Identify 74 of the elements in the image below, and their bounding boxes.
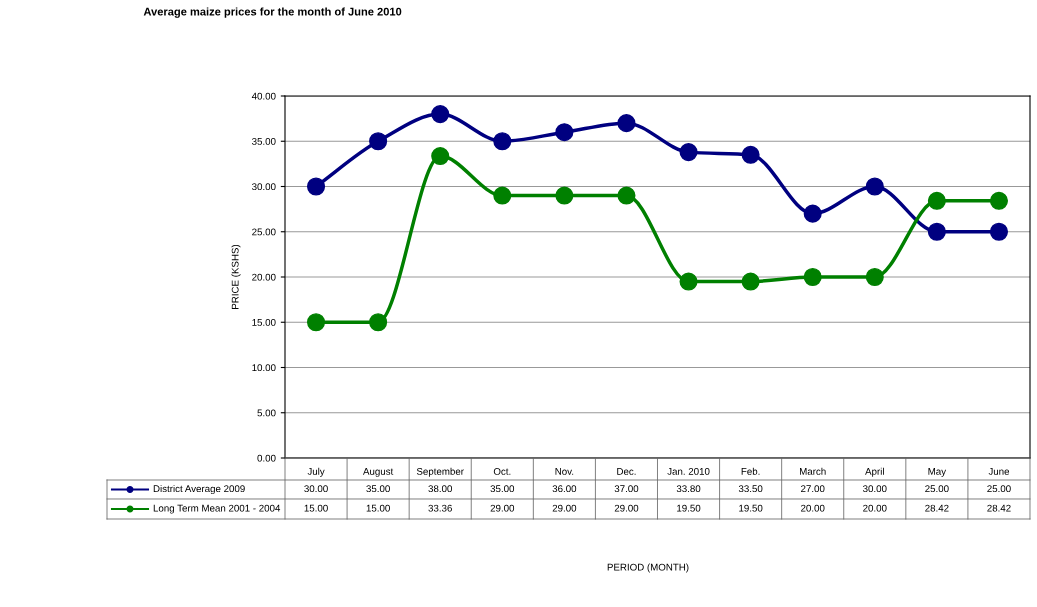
data-label: 30.00: [304, 485, 328, 493]
y-tick-label: 20.00: [252, 273, 276, 281]
point: [555, 123, 574, 142]
y-tick-label: 5.00: [257, 409, 276, 417]
data-label: 19.50: [739, 504, 763, 512]
point: [431, 105, 450, 124]
point: [555, 186, 574, 205]
point: [741, 272, 760, 291]
y-axis-title: PRICE (KSHS): [231, 244, 241, 309]
legend-label: District Average 2009: [153, 484, 245, 495]
point: [369, 313, 388, 332]
x-tick-label: July: [307, 467, 325, 477]
point: [803, 204, 822, 223]
y-tick-label: 30.00: [252, 183, 276, 191]
data-label: 19.50: [677, 504, 701, 512]
data-label: 33.80: [676, 485, 701, 493]
x-tick-label: March: [800, 467, 826, 475]
data-label: 20.00: [801, 504, 825, 512]
y-tick-label: 35.00: [252, 137, 276, 145]
data-label: 37.00: [614, 485, 639, 493]
data-label: 25.00: [925, 485, 949, 493]
data-label: 25.00: [987, 485, 1011, 493]
data-label: 29.00: [552, 504, 577, 512]
point: [741, 145, 760, 164]
x-tick-label: Oct.: [493, 467, 511, 475]
data-label: 28.42: [987, 504, 1011, 512]
y-tick-label: 10.00: [252, 364, 276, 372]
data-label: 36.00: [552, 485, 577, 493]
point: [989, 191, 1008, 210]
x-tick-label: Nov.: [555, 468, 574, 475]
data-label: 15.00: [366, 504, 390, 512]
point: [803, 267, 822, 287]
point: [927, 222, 946, 241]
point: [307, 313, 326, 332]
text: PERIOD (MONTH): [607, 563, 689, 573]
data-label: 30.00: [863, 485, 887, 493]
x-tick-label: August: [363, 468, 394, 477]
point: [493, 132, 512, 151]
x-tick-label: April: [865, 467, 884, 477]
x-tick-label: September: [416, 467, 464, 477]
point: [679, 143, 698, 162]
point: [865, 177, 884, 196]
point: [617, 114, 636, 133]
data-label: 27.00: [801, 485, 825, 493]
point: [989, 222, 1008, 241]
point: [369, 132, 388, 151]
data-label: 20.00: [863, 504, 887, 512]
data-label: 35.00: [366, 485, 390, 493]
point: [927, 191, 946, 210]
point: [865, 267, 884, 287]
x-tick-label: Jan. 2010: [667, 467, 710, 475]
data-label: 33.36: [428, 504, 452, 512]
y-tick-label: 40.00: [251, 92, 276, 100]
x-tick-label: Feb.: [741, 467, 760, 475]
data-label: 33.50: [738, 485, 763, 493]
x-tick-label: May: [928, 468, 947, 477]
y-tick-label: 15.00: [252, 318, 276, 326]
point: [431, 147, 450, 166]
legend-label: Long Term Mean 2001 - 2004: [153, 504, 281, 514]
data-label: 38.00: [428, 485, 452, 493]
point: [493, 186, 512, 205]
data-label: 35.00: [490, 485, 515, 493]
data-label: 29.00: [490, 504, 515, 512]
point: [617, 186, 636, 205]
y-tick-label: 25.00: [252, 228, 276, 236]
data-label: 28.42: [925, 504, 949, 512]
x-tick-label: June: [988, 468, 1010, 475]
point: [679, 272, 698, 291]
y-tick-label: 0.00: [257, 454, 276, 462]
x-tick-label: Dec.: [617, 468, 636, 475]
data-label: 15.00: [304, 504, 328, 512]
point: [307, 177, 326, 196]
data-label: 29.00: [614, 504, 639, 512]
chart-title: Average maize prices for the month of June 2010: [143, 7, 402, 18]
